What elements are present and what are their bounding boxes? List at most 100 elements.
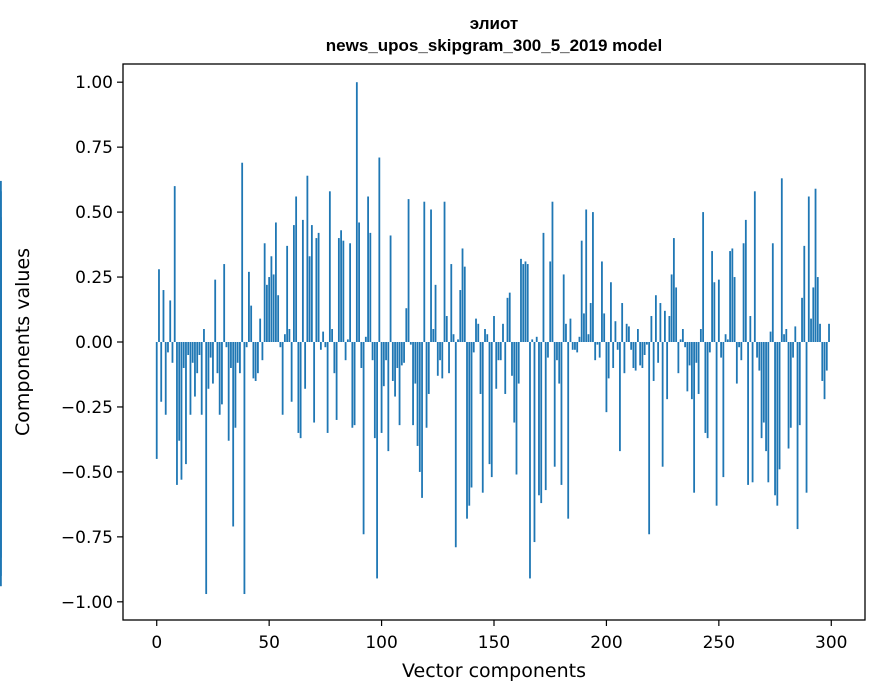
bar-component-213 — [634, 342, 637, 371]
bar-component-284 — [794, 326, 797, 342]
bar-component-136 — [461, 248, 464, 342]
bar-component-121 — [427, 342, 430, 394]
bar-component-171 — [540, 342, 543, 504]
bar-component-173 — [544, 342, 547, 491]
bar-component-166 — [529, 342, 531, 579]
bar-component-117 — [418, 342, 421, 472]
bar-component-299 — [828, 323, 830, 342]
bar-component-119 — [423, 201, 426, 342]
bar-component-113 — [409, 342, 412, 345]
bar-component-48 — [263, 243, 266, 342]
bar-component-289 — [805, 342, 808, 493]
bar-component-231 — [675, 287, 678, 342]
bar-component-130 — [448, 342, 450, 374]
y-tick-label: 1.00 — [75, 73, 113, 93]
bar-component-271 — [765, 342, 767, 452]
bar-component-29 — [221, 342, 223, 405]
bar-component-95 — [369, 232, 372, 342]
bar-component-179 — [558, 342, 561, 384]
bar-component-57 — [283, 334, 286, 342]
bar-component-65 — [301, 219, 304, 342]
bar-component-133 — [454, 342, 457, 548]
bar-component-224 — [659, 303, 662, 342]
bar-component-168 — [533, 342, 536, 543]
bar-component-68 — [308, 256, 311, 342]
bar-component-247 — [711, 251, 713, 342]
y-tick-label: 0.50 — [75, 203, 113, 223]
bar-component-274 — [771, 243, 774, 342]
bar-component-92 — [362, 342, 365, 535]
bar-component-31 — [225, 342, 228, 348]
bar-component-144 — [479, 342, 482, 394]
bar-component-53 — [275, 222, 277, 342]
bar-component-137 — [463, 266, 466, 342]
bar-component-184 — [569, 318, 572, 342]
bar-component-17 — [194, 342, 196, 397]
bar-component-91 — [360, 342, 363, 368]
bar-component-176 — [551, 201, 554, 342]
bar-component-135 — [459, 290, 462, 342]
bar-component-198 — [601, 261, 603, 342]
bar-component-127 — [441, 342, 444, 379]
bar-component-125 — [436, 342, 439, 376]
bar-component-40 — [245, 342, 248, 348]
bar-component-159 — [513, 342, 516, 423]
bar-component-99 — [378, 157, 381, 342]
y-tick-label: −0.50 — [61, 463, 113, 483]
bar-component-258 — [735, 342, 738, 384]
bar-component-202 — [610, 282, 612, 342]
bar-component-266 — [753, 191, 756, 342]
bar-component-27 — [216, 342, 219, 374]
bar-component-186 — [574, 342, 576, 350]
bar-component-262 — [744, 219, 747, 342]
bar-component-35 — [234, 342, 237, 428]
bar-component-216 — [641, 342, 644, 368]
bar-component-71 — [315, 238, 318, 342]
bar-component-83 — [342, 240, 345, 342]
bar-component-270 — [762, 342, 765, 423]
bar-component-268 — [758, 342, 761, 371]
bar-component-203 — [612, 342, 615, 368]
bar-component-200 — [605, 342, 608, 413]
bar-component-257 — [733, 277, 736, 342]
bar-component-236 — [686, 342, 689, 392]
bar-component-261 — [742, 243, 745, 342]
bar-component-273 — [769, 331, 772, 342]
bar-component-210 — [628, 326, 630, 342]
bar-component-254 — [726, 339, 729, 342]
bar-component-248 — [713, 282, 716, 342]
bar-component-235 — [684, 342, 687, 348]
bar-component-64 — [299, 342, 302, 439]
bar-component-212 — [632, 342, 635, 368]
bar-component-46 — [259, 318, 262, 342]
bar-component-218 — [646, 342, 648, 345]
bar-component-265 — [751, 342, 754, 483]
y-axis-ticks: −1.00 −0.75 −0.50 −0.25 0.00 0.25 0.50 0.75 1.00 — [61, 73, 123, 613]
bar-component-67 — [306, 175, 309, 342]
bar-component-148 — [488, 342, 491, 465]
bar-component-98 — [376, 342, 378, 579]
bar-component-24 — [209, 342, 212, 358]
bar-component-241 — [697, 342, 700, 394]
bar-component-240 — [695, 342, 698, 363]
bar-component-120 — [425, 342, 428, 428]
bar-component-103 — [387, 342, 390, 452]
bar-component-206 — [619, 342, 621, 452]
bar-component-256 — [731, 248, 734, 342]
bar-component-36 — [236, 342, 239, 363]
x-tick-label: 300 — [815, 633, 847, 653]
bar-component-190 — [583, 313, 585, 342]
bar-component-222 — [654, 295, 657, 342]
bar-component-214 — [637, 329, 639, 342]
bar-component-283 — [792, 342, 794, 358]
bar-component-114 — [412, 342, 414, 426]
bar-component-11 — [180, 342, 183, 480]
bar-component-13 — [185, 342, 187, 465]
bar-component-252 — [722, 342, 725, 478]
bar-component-169 — [535, 336, 538, 342]
bar-component-63 — [297, 342, 300, 433]
bar-component-275 — [774, 342, 776, 496]
bar-component-291 — [810, 318, 812, 342]
bar-component-20 — [200, 342, 203, 415]
bar-component-154 — [502, 323, 504, 342]
